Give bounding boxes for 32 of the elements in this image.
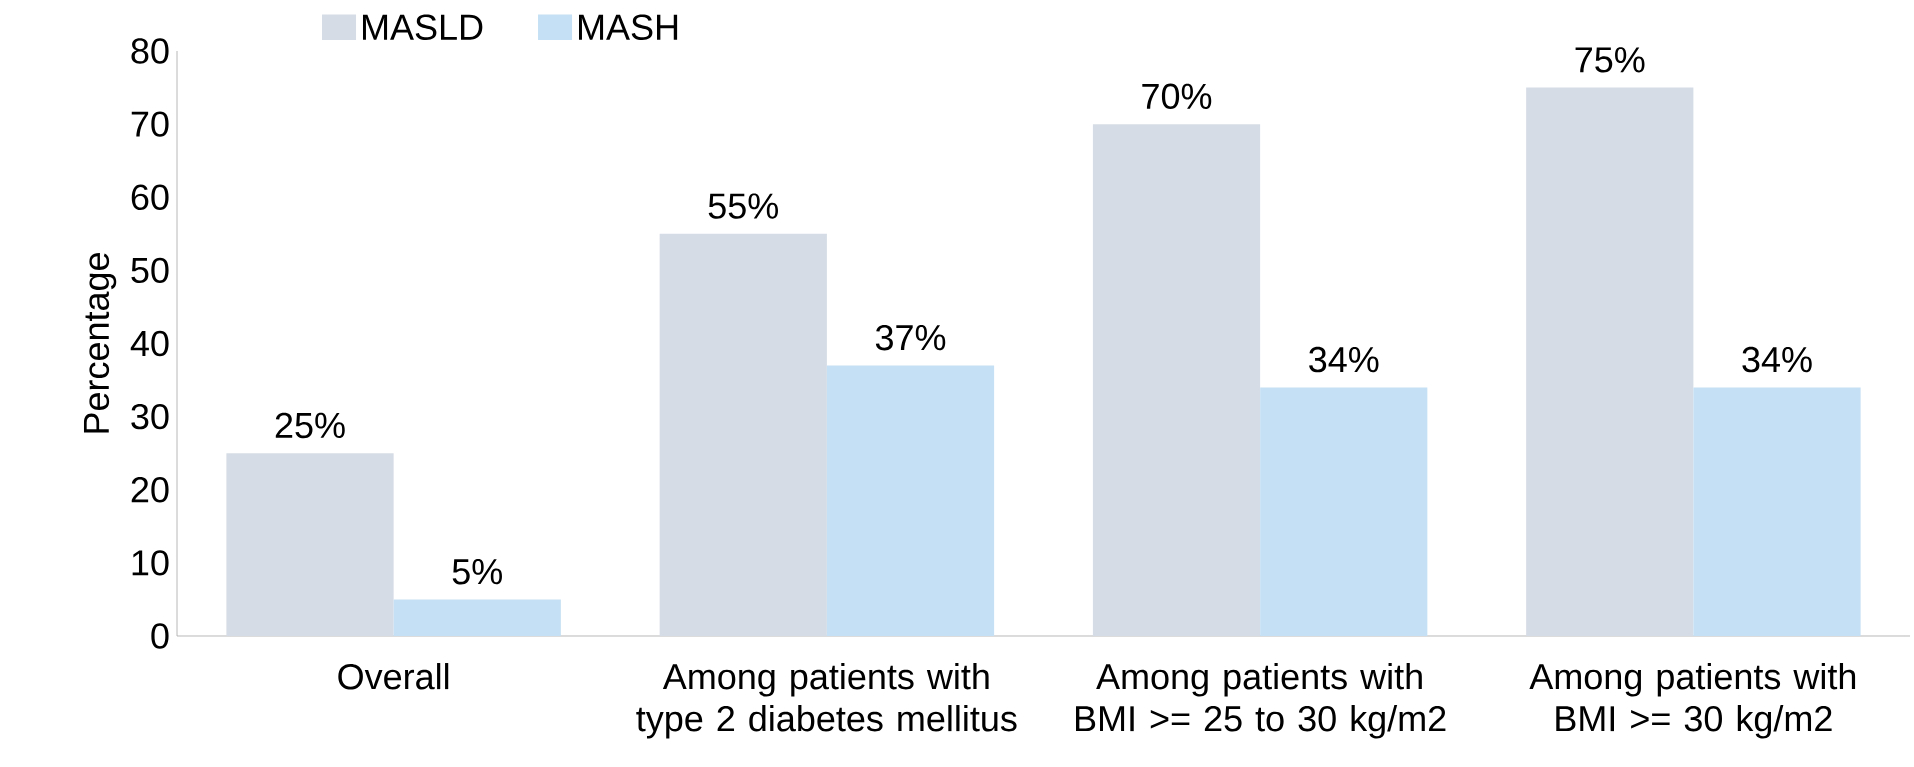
data-label: 55%	[708, 193, 778, 219]
data-label: 5%	[452, 559, 502, 585]
x-tick-label: Overall	[338, 663, 449, 690]
x-tick-label: Among patients with type 2 diabetes mellitus	[636, 663, 1017, 739]
y-tick-label: 80	[131, 38, 169, 64]
y-tick-label: 70	[131, 111, 169, 137]
bar	[659, 233, 827, 636]
bar	[1260, 387, 1428, 636]
y-tick-label: 60	[131, 184, 169, 210]
bar	[826, 365, 995, 636]
bar	[1092, 124, 1261, 636]
x-tick-label: Among patients with BMI >= 30 kg/m2	[1529, 663, 1856, 739]
y-tick-label: 30	[131, 403, 169, 430]
legend-label: MASLD	[362, 14, 483, 40]
y-tick-label: 20	[131, 477, 169, 503]
data-label: 70%	[1142, 83, 1212, 110]
y-tick-label: 50	[131, 257, 169, 284]
y-tick-label: 0	[151, 623, 169, 649]
data-label: 34%	[1309, 346, 1379, 373]
data-label: 25%	[275, 412, 345, 439]
bar	[226, 453, 394, 636]
bar	[1526, 87, 1694, 636]
x-tick-label: Among patients with BMI >= 25 to 30 kg/m2	[1076, 663, 1446, 739]
y-tick-label: 10	[132, 550, 169, 576]
data-label: 34%	[1742, 346, 1812, 373]
bar	[393, 599, 561, 636]
bar	[1693, 387, 1861, 636]
legend-label: MASH	[579, 14, 678, 40]
data-label: 37%	[875, 324, 946, 351]
y-tick-label: 40	[130, 330, 169, 357]
y-axis-title: Percentage	[83, 253, 117, 433]
data-label: 75%	[1575, 47, 1645, 73]
